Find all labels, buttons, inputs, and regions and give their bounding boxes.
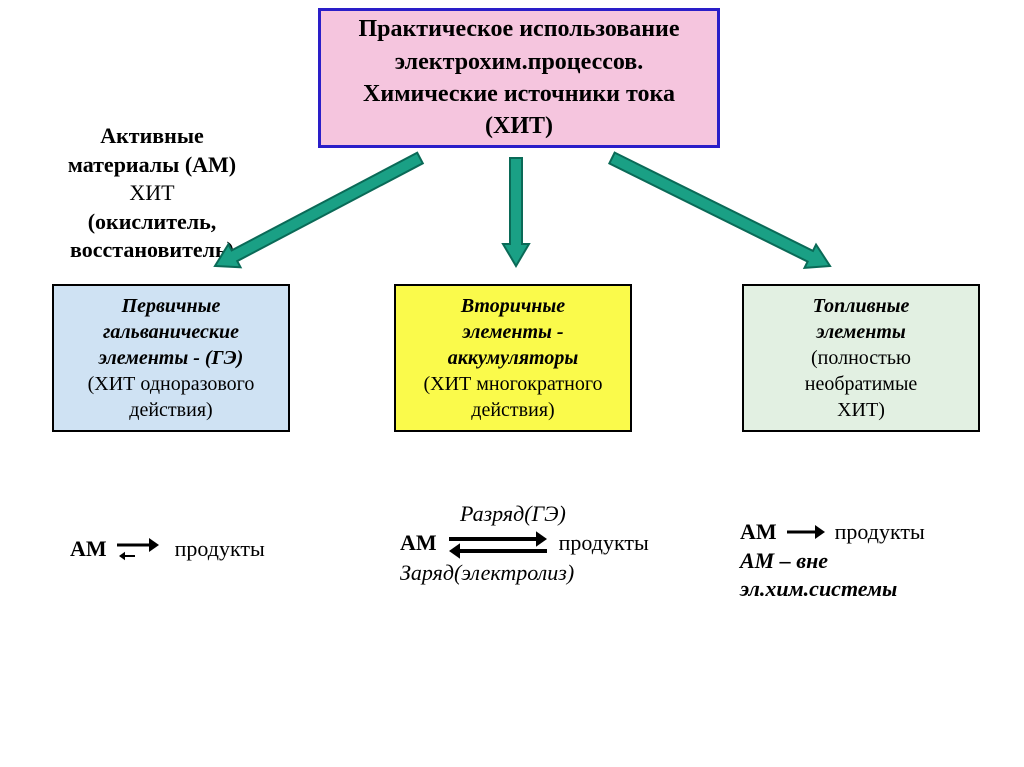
cat3-s2: необратимые (805, 371, 918, 397)
category-secondary-cells: Вторичные элементы - аккумуляторы (ХИТ м… (394, 284, 632, 432)
cat1-t3: элементы - (ГЭ) (99, 345, 244, 371)
side-l3: ХИТ (52, 179, 252, 208)
side-l4: (окислитель, (52, 208, 252, 237)
side-l5: восстановитель) (52, 236, 252, 265)
react1-prod: продукты (175, 535, 265, 564)
reaction-primary: АМ продукты (70, 534, 350, 564)
react3-l2b: эл.хим.системы (740, 576, 897, 601)
react3-am: АМ (740, 518, 777, 547)
cat2-t1: Вторичные (461, 293, 565, 319)
main-line3: Химические источники тока (363, 78, 675, 110)
react2-am: АМ (400, 529, 437, 558)
cat2-t3: аккумуляторы (448, 345, 578, 371)
main-line1: Практическое использование (358, 13, 679, 45)
category-primary-cells: Первичные гальванические элементы - (ГЭ)… (52, 284, 290, 432)
reaction-fuel: АМ продукты АМ – вне эл.хим.системы (740, 518, 1000, 604)
category-fuel-cells: Топливные элементы (полностью необратимы… (742, 284, 980, 432)
cat3-t1: Топливные (813, 293, 910, 319)
cat3-s1: (полностью (811, 345, 911, 371)
cat1-s1: (ХИТ одноразового (88, 371, 255, 397)
main-line4: (ХИТ) (485, 110, 553, 142)
react2-top: Разряд(ГЭ) (460, 500, 680, 529)
forward-irrev-arrow-icon (113, 534, 169, 564)
main-line2: электрохим.процессов. (395, 46, 644, 78)
react2-bot: Заряд(электролиз) (400, 559, 680, 588)
react3-l2a: АМ – вне (740, 548, 828, 573)
main-title-box: Практическое использование электрохим.пр… (318, 8, 720, 148)
reaction-secondary: Разряд(ГЭ) АМ продукты Заряд(электролиз) (400, 500, 680, 587)
side-l1: Активные (52, 122, 252, 151)
cat2-t2: элементы - (462, 319, 563, 345)
cat2-s1: (ХИТ многократного (423, 371, 602, 397)
cat1-t1: Первичные (122, 293, 221, 319)
react3-prod: продукты (835, 518, 925, 547)
active-materials-label: Активные материалы (АМ) ХИТ (окислитель,… (52, 122, 252, 265)
cat1-s2: действия) (129, 397, 212, 423)
reversible-arrow-icon (443, 529, 553, 559)
react2-prod: продукты (559, 529, 649, 558)
side-l2: материалы (АМ) (52, 151, 252, 180)
react1-am: АМ (70, 535, 107, 564)
cat3-t2: элементы (816, 319, 906, 345)
cat3-s3: ХИТ) (837, 397, 885, 423)
forward-arrow-icon (783, 521, 829, 543)
cat1-t2: гальванические (103, 319, 239, 345)
cat2-s2: действия) (471, 397, 554, 423)
